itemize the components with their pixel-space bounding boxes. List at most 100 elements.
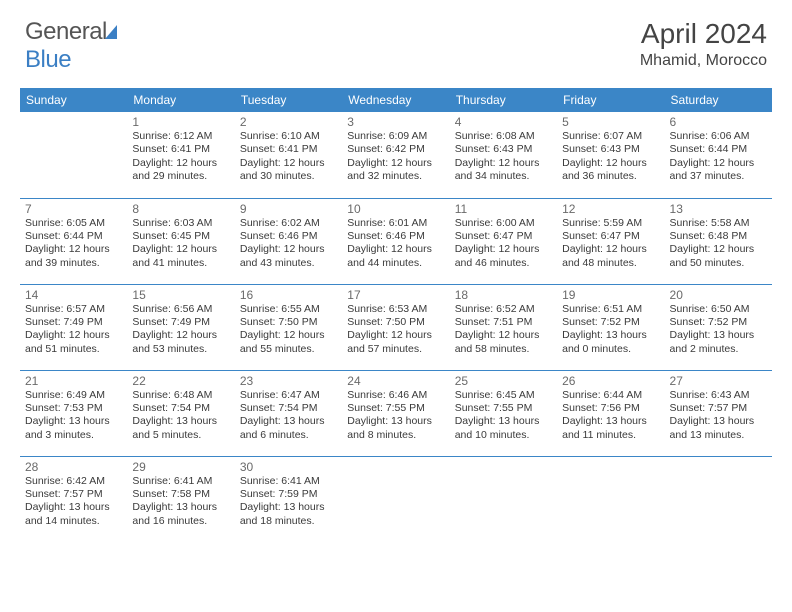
calendar-cell: 11Sunrise: 6:00 AMSunset: 6:47 PMDayligh… (450, 198, 557, 284)
day-number: 2 (240, 115, 337, 129)
day-info: Sunrise: 6:49 AMSunset: 7:53 PMDaylight:… (25, 389, 122, 443)
calendar-cell: 7Sunrise: 6:05 AMSunset: 6:44 PMDaylight… (20, 198, 127, 284)
calendar-cell: 1Sunrise: 6:12 AMSunset: 6:41 PMDaylight… (127, 112, 234, 198)
month-title: April 2024 (640, 18, 767, 50)
day-number: 27 (670, 374, 767, 388)
calendar-row: 14Sunrise: 6:57 AMSunset: 7:49 PMDayligh… (20, 284, 772, 370)
day-info: Sunrise: 6:50 AMSunset: 7:52 PMDaylight:… (670, 303, 767, 357)
day-info: Sunrise: 6:08 AMSunset: 6:43 PMDaylight:… (455, 130, 552, 184)
day-info: Sunrise: 6:52 AMSunset: 7:51 PMDaylight:… (455, 303, 552, 357)
calendar-cell: 24Sunrise: 6:46 AMSunset: 7:55 PMDayligh… (342, 370, 449, 456)
calendar-cell: 25Sunrise: 6:45 AMSunset: 7:55 PMDayligh… (450, 370, 557, 456)
calendar-cell: 23Sunrise: 6:47 AMSunset: 7:54 PMDayligh… (235, 370, 342, 456)
day-number: 6 (670, 115, 767, 129)
day-info: Sunrise: 6:02 AMSunset: 6:46 PMDaylight:… (240, 217, 337, 271)
day-number: 1 (132, 115, 229, 129)
day-info: Sunrise: 6:01 AMSunset: 6:46 PMDaylight:… (347, 217, 444, 271)
day-info: Sunrise: 6:06 AMSunset: 6:44 PMDaylight:… (670, 130, 767, 184)
calendar-cell: 26Sunrise: 6:44 AMSunset: 7:56 PMDayligh… (557, 370, 664, 456)
calendar-cell: 13Sunrise: 5:58 AMSunset: 6:48 PMDayligh… (665, 198, 772, 284)
calendar-cell-empty (450, 456, 557, 542)
day-info: Sunrise: 6:07 AMSunset: 6:43 PMDaylight:… (562, 130, 659, 184)
day-number: 20 (670, 288, 767, 302)
day-header: Thursday (450, 88, 557, 112)
day-number: 28 (25, 460, 122, 474)
calendar-cell-empty (342, 456, 449, 542)
day-number: 25 (455, 374, 552, 388)
calendar-cell: 12Sunrise: 5:59 AMSunset: 6:47 PMDayligh… (557, 198, 664, 284)
logo-text: General Blue (25, 18, 117, 74)
day-info: Sunrise: 6:53 AMSunset: 7:50 PMDaylight:… (347, 303, 444, 357)
day-info: Sunrise: 5:59 AMSunset: 6:47 PMDaylight:… (562, 217, 659, 271)
calendar-cell: 8Sunrise: 6:03 AMSunset: 6:45 PMDaylight… (127, 198, 234, 284)
calendar-cell: 21Sunrise: 6:49 AMSunset: 7:53 PMDayligh… (20, 370, 127, 456)
logo-part1: General (25, 18, 107, 45)
day-info: Sunrise: 6:05 AMSunset: 6:44 PMDaylight:… (25, 217, 122, 271)
day-number: 14 (25, 288, 122, 302)
title-block: April 2024 Mhamid, Morocco (640, 18, 767, 70)
page-header: General Blue April 2024 Mhamid, Morocco (0, 0, 792, 82)
logo-triangle-icon (105, 25, 117, 39)
day-number: 23 (240, 374, 337, 388)
calendar-cell-empty (665, 456, 772, 542)
day-info: Sunrise: 6:03 AMSunset: 6:45 PMDaylight:… (132, 217, 229, 271)
day-info: Sunrise: 6:41 AMSunset: 7:59 PMDaylight:… (240, 475, 337, 529)
day-number: 10 (347, 202, 444, 216)
calendar-cell: 17Sunrise: 6:53 AMSunset: 7:50 PMDayligh… (342, 284, 449, 370)
day-number: 21 (25, 374, 122, 388)
day-number: 5 (562, 115, 659, 129)
day-header: Wednesday (342, 88, 449, 112)
day-number: 3 (347, 115, 444, 129)
day-header: Friday (557, 88, 664, 112)
calendar-cell: 16Sunrise: 6:55 AMSunset: 7:50 PMDayligh… (235, 284, 342, 370)
day-number: 7 (25, 202, 122, 216)
day-info: Sunrise: 6:10 AMSunset: 6:41 PMDaylight:… (240, 130, 337, 184)
day-info: Sunrise: 6:00 AMSunset: 6:47 PMDaylight:… (455, 217, 552, 271)
day-number: 8 (132, 202, 229, 216)
calendar-cell: 19Sunrise: 6:51 AMSunset: 7:52 PMDayligh… (557, 284, 664, 370)
day-number: 18 (455, 288, 552, 302)
calendar-row: 1Sunrise: 6:12 AMSunset: 6:41 PMDaylight… (20, 112, 772, 198)
day-info: Sunrise: 6:47 AMSunset: 7:54 PMDaylight:… (240, 389, 337, 443)
day-info: Sunrise: 6:51 AMSunset: 7:52 PMDaylight:… (562, 303, 659, 357)
calendar-cell: 15Sunrise: 6:56 AMSunset: 7:49 PMDayligh… (127, 284, 234, 370)
calendar-cell: 10Sunrise: 6:01 AMSunset: 6:46 PMDayligh… (342, 198, 449, 284)
calendar-row: 7Sunrise: 6:05 AMSunset: 6:44 PMDaylight… (20, 198, 772, 284)
day-number: 19 (562, 288, 659, 302)
day-info: Sunrise: 6:48 AMSunset: 7:54 PMDaylight:… (132, 389, 229, 443)
logo: General Blue (25, 18, 117, 74)
calendar-cell: 14Sunrise: 6:57 AMSunset: 7:49 PMDayligh… (20, 284, 127, 370)
day-header-row: SundayMondayTuesdayWednesdayThursdayFrid… (20, 88, 772, 112)
day-number: 11 (455, 202, 552, 216)
calendar-cell-empty (557, 456, 664, 542)
calendar-body: 1Sunrise: 6:12 AMSunset: 6:41 PMDaylight… (20, 112, 772, 542)
calendar-cell: 4Sunrise: 6:08 AMSunset: 6:43 PMDaylight… (450, 112, 557, 198)
day-info: Sunrise: 6:45 AMSunset: 7:55 PMDaylight:… (455, 389, 552, 443)
day-info: Sunrise: 6:55 AMSunset: 7:50 PMDaylight:… (240, 303, 337, 357)
day-number: 13 (670, 202, 767, 216)
logo-part2: Blue (25, 46, 71, 73)
calendar-cell: 29Sunrise: 6:41 AMSunset: 7:58 PMDayligh… (127, 456, 234, 542)
calendar-cell: 9Sunrise: 6:02 AMSunset: 6:46 PMDaylight… (235, 198, 342, 284)
day-number: 4 (455, 115, 552, 129)
day-number: 26 (562, 374, 659, 388)
day-info: Sunrise: 6:41 AMSunset: 7:58 PMDaylight:… (132, 475, 229, 529)
calendar-cell: 18Sunrise: 6:52 AMSunset: 7:51 PMDayligh… (450, 284, 557, 370)
calendar-cell: 2Sunrise: 6:10 AMSunset: 6:41 PMDaylight… (235, 112, 342, 198)
day-number: 29 (132, 460, 229, 474)
calendar-cell: 3Sunrise: 6:09 AMSunset: 6:42 PMDaylight… (342, 112, 449, 198)
day-header: Monday (127, 88, 234, 112)
day-info: Sunrise: 6:42 AMSunset: 7:57 PMDaylight:… (25, 475, 122, 529)
calendar-cell: 30Sunrise: 6:41 AMSunset: 7:59 PMDayligh… (235, 456, 342, 542)
calendar-table: SundayMondayTuesdayWednesdayThursdayFrid… (20, 88, 772, 542)
location-label: Mhamid, Morocco (640, 52, 767, 70)
day-number: 24 (347, 374, 444, 388)
day-info: Sunrise: 6:46 AMSunset: 7:55 PMDaylight:… (347, 389, 444, 443)
day-info: Sunrise: 6:56 AMSunset: 7:49 PMDaylight:… (132, 303, 229, 357)
calendar-cell: 6Sunrise: 6:06 AMSunset: 6:44 PMDaylight… (665, 112, 772, 198)
day-info: Sunrise: 6:43 AMSunset: 7:57 PMDaylight:… (670, 389, 767, 443)
calendar-row: 28Sunrise: 6:42 AMSunset: 7:57 PMDayligh… (20, 456, 772, 542)
day-header: Tuesday (235, 88, 342, 112)
day-info: Sunrise: 6:12 AMSunset: 6:41 PMDaylight:… (132, 130, 229, 184)
day-info: Sunrise: 6:09 AMSunset: 6:42 PMDaylight:… (347, 130, 444, 184)
